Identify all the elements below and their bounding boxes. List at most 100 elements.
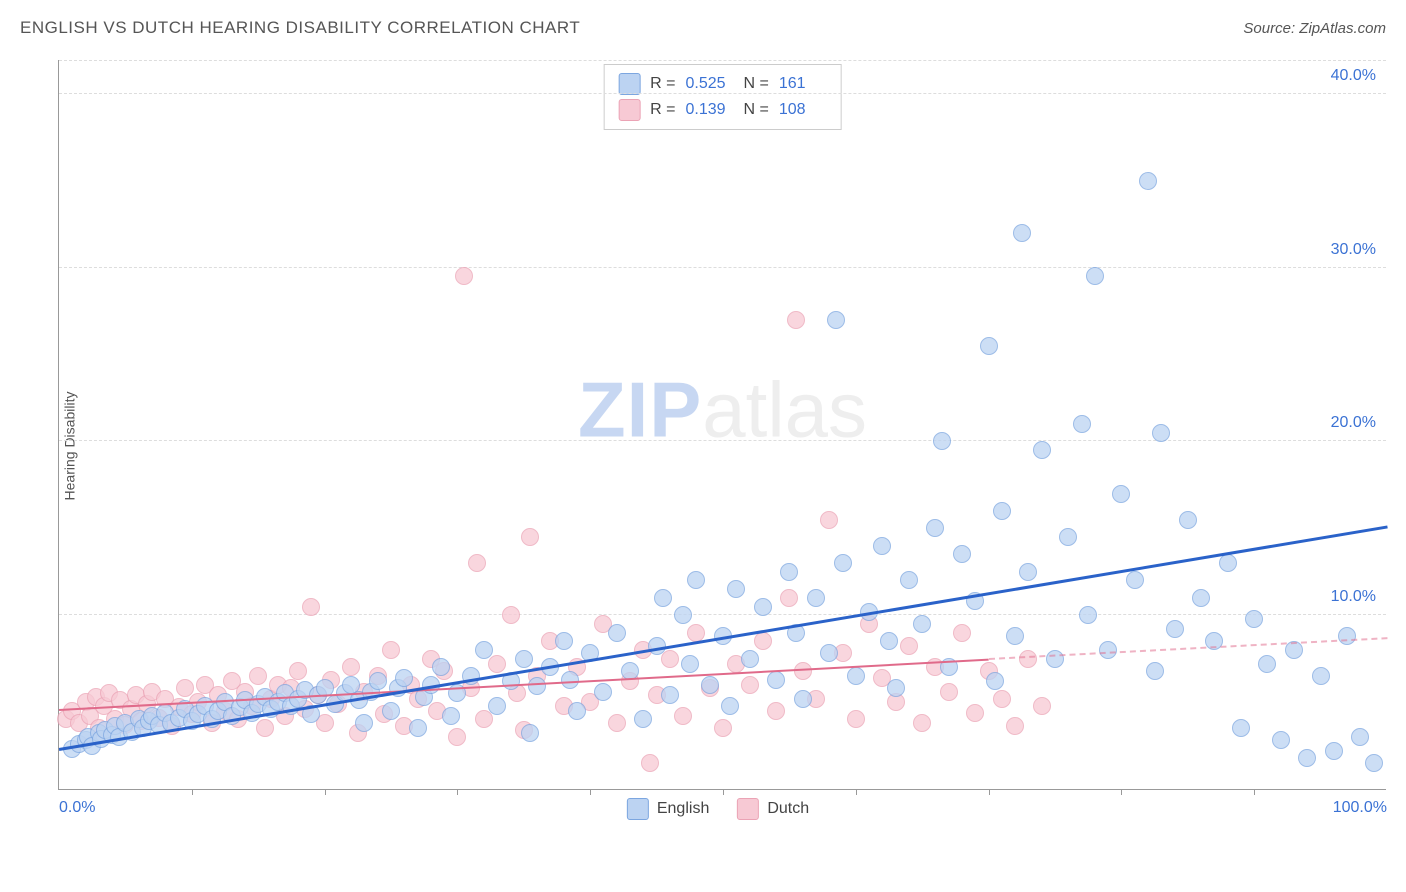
english-point bbox=[1079, 606, 1097, 624]
english-point bbox=[432, 658, 450, 676]
english-point bbox=[933, 432, 951, 450]
english-point bbox=[741, 650, 759, 668]
chart-header: ENGLISH VS DUTCH HEARING DISABILITY CORR… bbox=[20, 18, 1386, 38]
gridline bbox=[59, 267, 1386, 268]
english-point bbox=[521, 724, 539, 742]
legend-item-dutch: Dutch bbox=[737, 798, 809, 820]
n-value: 108 bbox=[779, 97, 827, 123]
dutch-point bbox=[249, 667, 267, 685]
english-point bbox=[561, 671, 579, 689]
dutch-point bbox=[475, 710, 493, 728]
dutch-point bbox=[940, 683, 958, 701]
dutch-point bbox=[382, 641, 400, 659]
x-tick-label-max: 100.0% bbox=[1333, 799, 1387, 817]
x-tick bbox=[1121, 789, 1122, 795]
english-point bbox=[488, 697, 506, 715]
plot-region: ZIPatlas R =0.525N =161R =0.139N =108 10… bbox=[58, 60, 1386, 790]
legend-row-dutch: R = 0.139 N = 108 bbox=[618, 97, 827, 123]
dutch-point bbox=[847, 710, 865, 728]
english-point bbox=[780, 563, 798, 581]
dutch-point bbox=[488, 655, 506, 673]
english-point bbox=[528, 677, 546, 695]
english-point bbox=[1033, 441, 1051, 459]
english-point bbox=[767, 671, 785, 689]
english-point bbox=[807, 589, 825, 607]
n-label: N = bbox=[744, 97, 769, 123]
chart-title: ENGLISH VS DUTCH HEARING DISABILITY CORR… bbox=[20, 18, 580, 38]
english-point bbox=[1192, 589, 1210, 607]
r-value: 0.139 bbox=[686, 97, 734, 123]
english-swatch-icon bbox=[618, 73, 640, 95]
dutch-point bbox=[448, 728, 466, 746]
dutch-point bbox=[256, 719, 274, 737]
english-point bbox=[1006, 627, 1024, 645]
english-point bbox=[409, 719, 427, 737]
dutch-point bbox=[641, 754, 659, 772]
english-point bbox=[1013, 224, 1031, 242]
chart-area: ZIPatlas R =0.525N =161R =0.139N =108 10… bbox=[50, 60, 1386, 830]
english-point bbox=[980, 337, 998, 355]
dutch-point bbox=[754, 632, 772, 650]
x-tick bbox=[457, 789, 458, 795]
x-tick bbox=[856, 789, 857, 795]
english-point bbox=[594, 683, 612, 701]
dutch-point bbox=[289, 662, 307, 680]
english-point bbox=[634, 710, 652, 728]
x-tick bbox=[192, 789, 193, 795]
english-point bbox=[1086, 267, 1104, 285]
english-point bbox=[1019, 563, 1037, 581]
english-point bbox=[568, 702, 586, 720]
x-tick bbox=[723, 789, 724, 795]
english-point bbox=[986, 672, 1004, 690]
y-tick-label: 10.0% bbox=[1331, 588, 1376, 606]
dutch-point bbox=[674, 707, 692, 725]
english-point bbox=[1258, 655, 1276, 673]
dutch-point bbox=[953, 624, 971, 642]
english-point bbox=[721, 697, 739, 715]
english-point bbox=[1232, 719, 1250, 737]
dutch-point bbox=[966, 704, 984, 722]
english-point bbox=[355, 714, 373, 732]
source-prefix: Source: bbox=[1243, 20, 1299, 37]
dutch-swatch-icon bbox=[737, 798, 759, 820]
english-point bbox=[900, 571, 918, 589]
english-point bbox=[661, 686, 679, 704]
x-tick bbox=[1254, 789, 1255, 795]
english-point bbox=[701, 676, 719, 694]
english-point bbox=[1166, 620, 1184, 638]
english-point bbox=[1146, 662, 1164, 680]
english-swatch-icon bbox=[627, 798, 649, 820]
watermark: ZIPatlas bbox=[578, 364, 867, 455]
correlation-legend: R =0.525N =161R =0.139N =108 bbox=[603, 64, 842, 130]
x-tick-label-min: 0.0% bbox=[59, 799, 95, 817]
dutch-swatch-icon bbox=[618, 99, 640, 121]
english-point bbox=[926, 519, 944, 537]
gridline bbox=[59, 93, 1386, 94]
english-point bbox=[395, 669, 413, 687]
english-point bbox=[1272, 731, 1290, 749]
english-point bbox=[1245, 610, 1263, 628]
english-point bbox=[475, 641, 493, 659]
english-point bbox=[654, 589, 672, 607]
english-point bbox=[608, 624, 626, 642]
english-point bbox=[993, 502, 1011, 520]
dutch-point bbox=[1006, 717, 1024, 735]
english-point bbox=[687, 571, 705, 589]
english-point bbox=[1073, 415, 1091, 433]
english-point bbox=[1312, 667, 1330, 685]
dutch-point bbox=[687, 624, 705, 642]
series-legend: English Dutch bbox=[627, 798, 809, 820]
legend-item-english: English bbox=[627, 798, 709, 820]
dutch-point bbox=[1033, 697, 1051, 715]
english-point bbox=[1112, 485, 1130, 503]
english-point bbox=[1338, 627, 1356, 645]
dutch-point bbox=[608, 714, 626, 732]
english-point bbox=[820, 644, 838, 662]
r-label: R = bbox=[650, 97, 675, 123]
gridline bbox=[59, 440, 1386, 441]
dutch-point bbox=[741, 676, 759, 694]
y-tick-label: 30.0% bbox=[1331, 241, 1376, 259]
dutch-point bbox=[767, 702, 785, 720]
english-point bbox=[887, 679, 905, 697]
dutch-point bbox=[913, 714, 931, 732]
